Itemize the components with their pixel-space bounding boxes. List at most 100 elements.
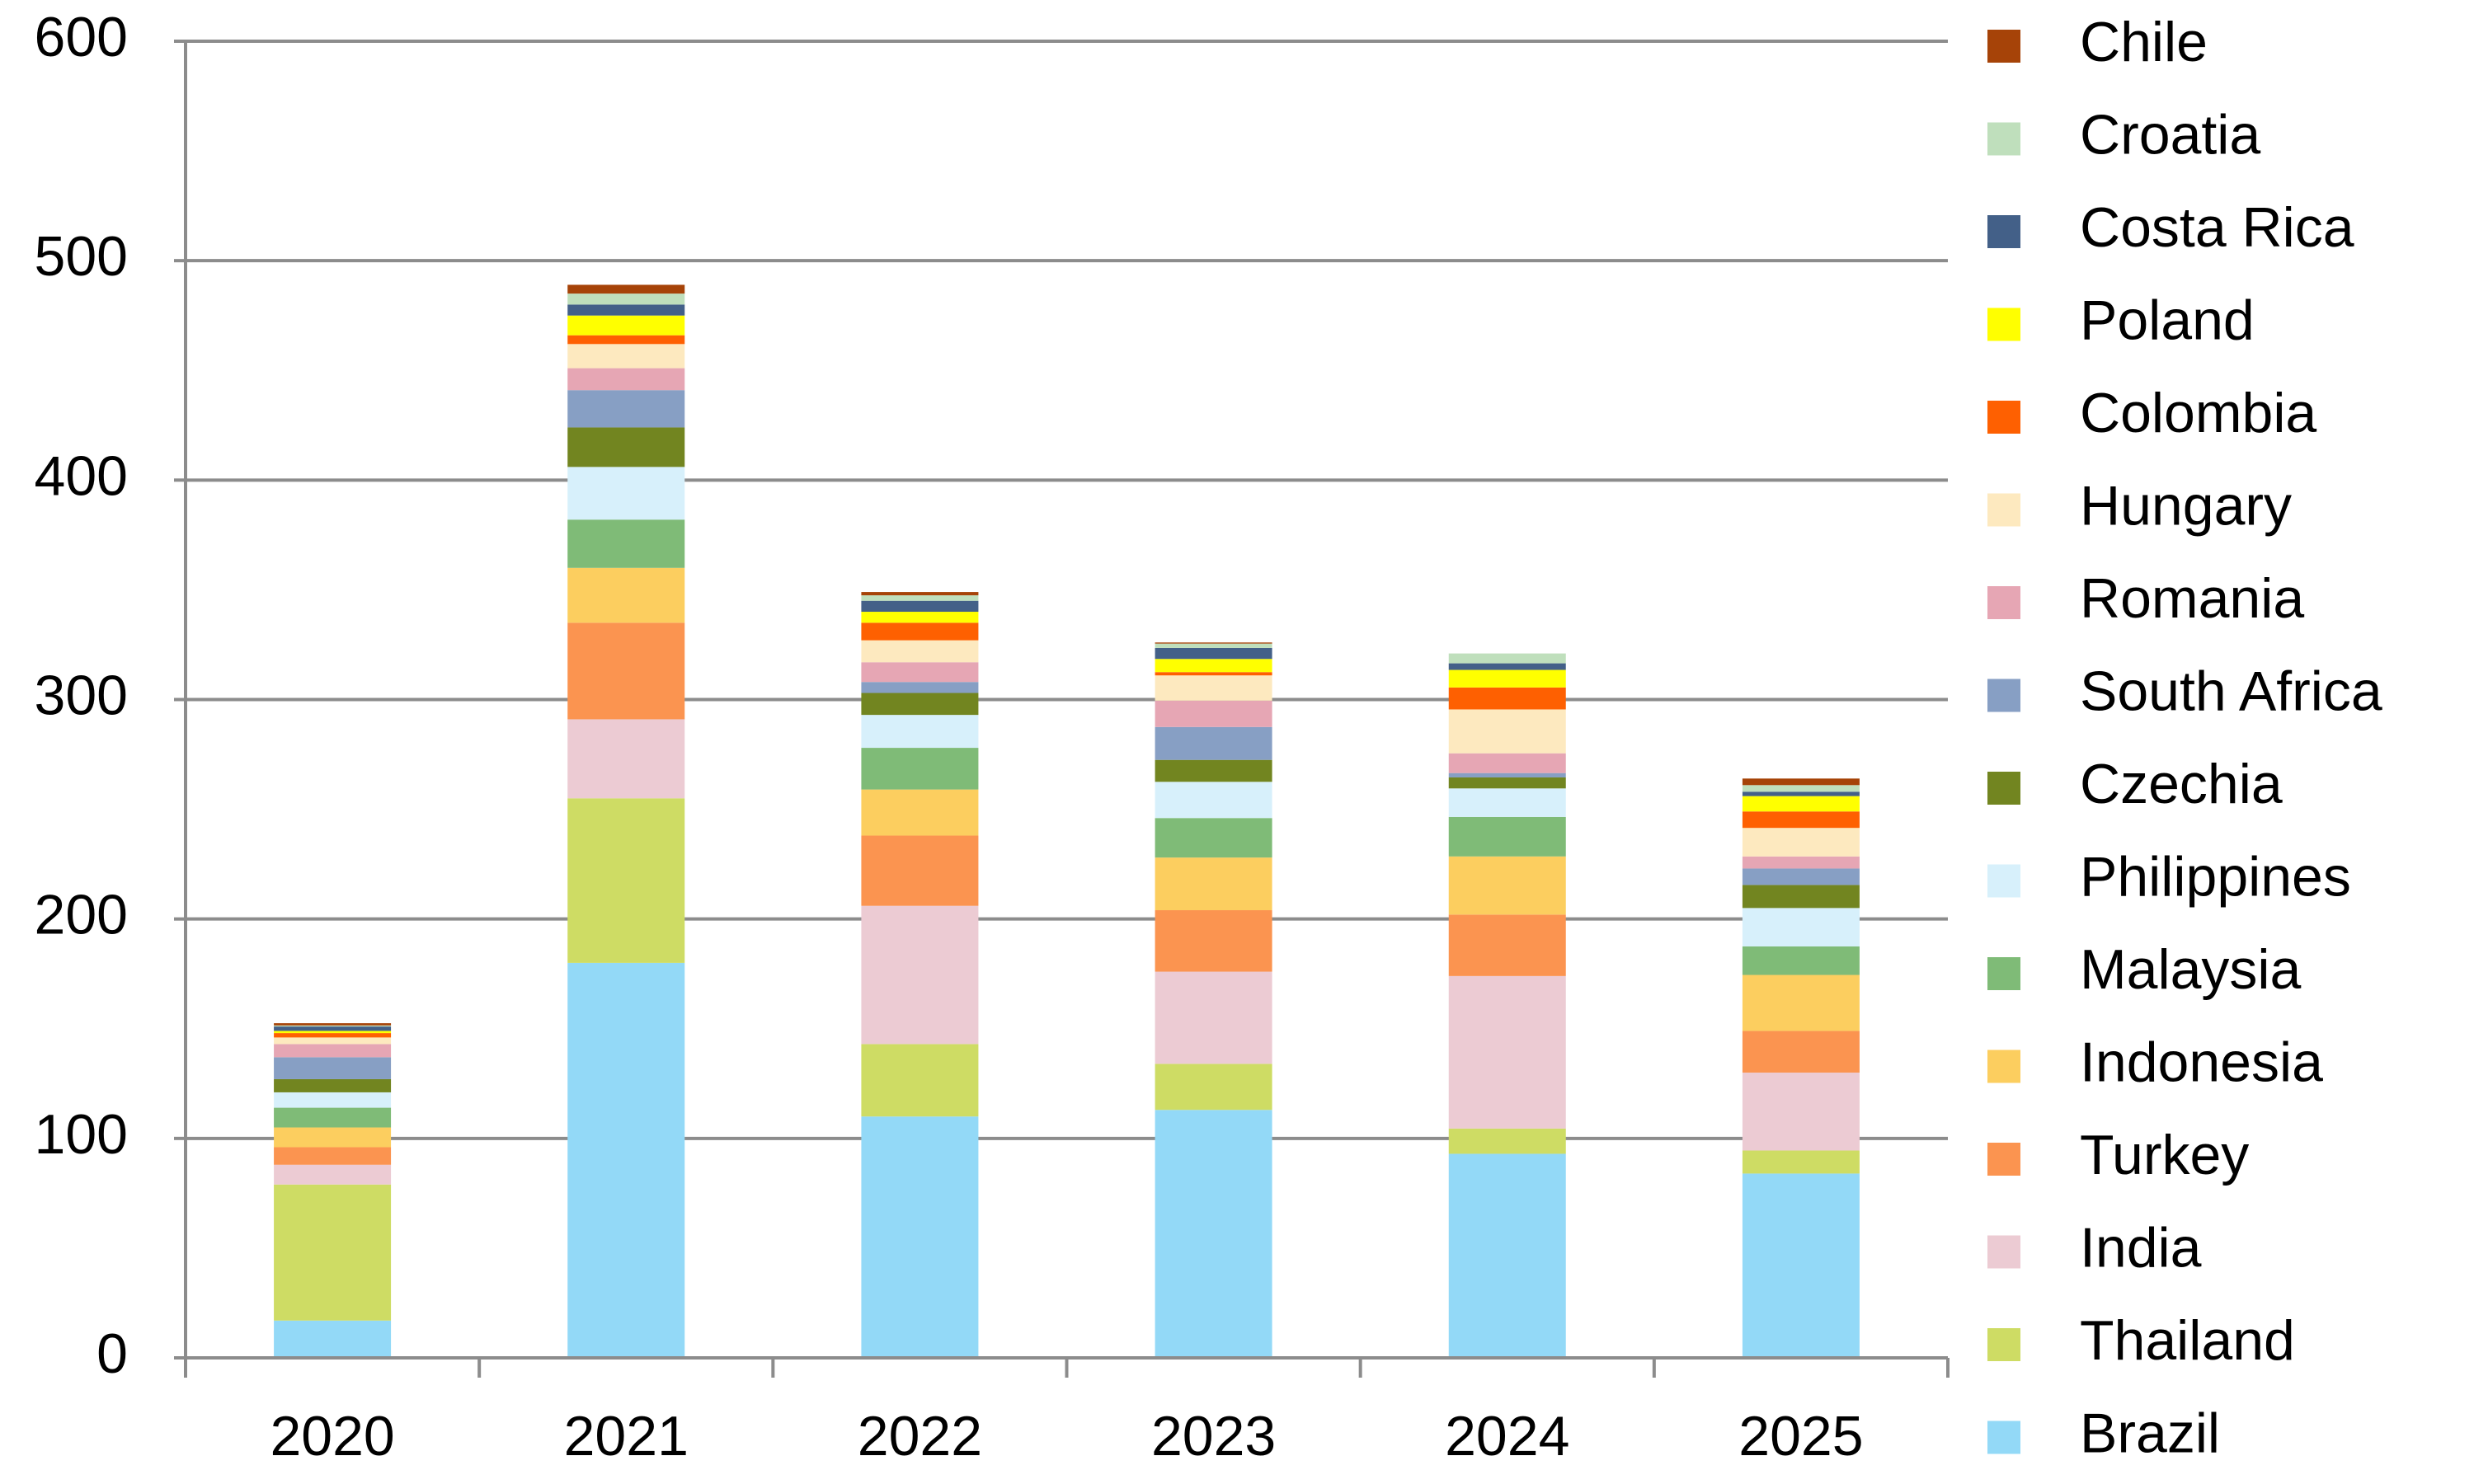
bar-segment — [1448, 753, 1566, 773]
bar-segment — [1742, 828, 1860, 857]
y-tick-label: 300 — [35, 664, 128, 726]
bar-segment — [1742, 1150, 1860, 1174]
bar-segment — [274, 1127, 392, 1148]
y-tick-label: 100 — [35, 1103, 128, 1166]
x-tick-label: 2021 — [564, 1405, 689, 1468]
bar-segment — [274, 1078, 392, 1092]
legend-label: Romania — [2080, 567, 2304, 630]
bar-segment — [861, 600, 979, 613]
bar-segment — [861, 1044, 979, 1117]
bar-segment — [1155, 782, 1272, 819]
bar-segment — [567, 962, 685, 1358]
bar-segment — [861, 662, 979, 683]
bar-segment — [861, 905, 979, 1045]
bar-segment — [861, 789, 979, 836]
legend-label: Malaysia — [2080, 938, 2301, 1001]
legend-label: Turkey — [2080, 1124, 2249, 1186]
legend-label: South Africa — [2080, 660, 2382, 722]
bar-segment — [1448, 777, 1566, 789]
y-tick-label: 400 — [35, 444, 128, 507]
bar-segment — [861, 640, 979, 663]
y-tick-label: 500 — [35, 225, 128, 288]
legend-swatch — [1987, 586, 2020, 619]
bar-segment — [1448, 663, 1566, 670]
bar-segment — [1742, 856, 1860, 869]
legend-label: Colombia — [2080, 382, 2316, 444]
x-tick-label: 2024 — [1445, 1405, 1569, 1468]
legend-swatch — [1987, 30, 2020, 63]
bar-segment — [567, 368, 685, 391]
legend-label: Croatia — [2080, 103, 2260, 166]
bar-segment — [274, 1092, 392, 1108]
bar-segment — [1155, 675, 1272, 701]
bar-segment — [1155, 818, 1272, 858]
bar-segment — [1155, 643, 1272, 648]
bar-segment — [1742, 1031, 1860, 1073]
legend-swatch — [1987, 1235, 2020, 1269]
bar-segment — [567, 284, 685, 294]
legend-swatch — [1987, 1050, 2020, 1083]
bar-segment — [1742, 946, 1860, 975]
bar-segment — [861, 682, 979, 693]
bar-segment — [1742, 868, 1860, 885]
bar-segment — [861, 612, 979, 623]
legend-label: Philippines — [2080, 845, 2351, 908]
bar-segment — [861, 835, 979, 906]
x-tick-label: 2025 — [1738, 1405, 1863, 1468]
bar-segment — [1448, 975, 1566, 1129]
bar-segment — [1448, 856, 1566, 915]
bar-segment — [1742, 811, 1860, 829]
legend-swatch — [1987, 679, 2020, 712]
legend-label: Thailand — [2080, 1309, 2295, 1372]
bar-segment — [1448, 653, 1566, 664]
bar-segment — [1742, 778, 1860, 786]
legend-label: Hungary — [2080, 474, 2292, 537]
bar-segment — [1448, 788, 1566, 817]
legend-label: Poland — [2080, 289, 2255, 351]
bar-segment — [1155, 1110, 1272, 1358]
bar-segment — [567, 390, 685, 428]
bar-segment — [274, 1164, 392, 1185]
y-tick-label: 600 — [35, 6, 128, 68]
bar-segment — [274, 1107, 392, 1128]
legend-swatch — [1987, 122, 2020, 156]
bar-segment — [567, 335, 685, 345]
bar-segment — [1155, 700, 1272, 727]
bar-segment — [1742, 908, 1860, 946]
legend-swatch — [1987, 215, 2020, 248]
bar-segment — [274, 1033, 392, 1038]
bar-segment — [567, 622, 685, 720]
legend-swatch — [1987, 957, 2020, 990]
legend-swatch — [1987, 864, 2020, 898]
legend-swatch — [1987, 308, 2020, 341]
bar-segment — [567, 294, 685, 305]
x-tick-label: 2023 — [1151, 1405, 1276, 1468]
bar-segment — [274, 1147, 392, 1165]
bar-segment — [1155, 659, 1272, 673]
bar-segment — [1448, 687, 1566, 710]
bar-segment — [1155, 759, 1272, 782]
legend-swatch — [1987, 772, 2020, 805]
legend-swatch — [1987, 1328, 2020, 1361]
bar-segment — [567, 467, 685, 520]
legend-label: Costa Rica — [2080, 196, 2354, 259]
bar-segment — [274, 1184, 392, 1321]
bar-segment — [567, 719, 685, 799]
bar-segment — [861, 622, 979, 641]
bar-segment — [1448, 709, 1566, 754]
legend-label: India — [2080, 1216, 2202, 1279]
bar-segment — [861, 1116, 979, 1358]
bar-segment — [274, 1023, 392, 1026]
x-tick-label: 2020 — [270, 1405, 394, 1468]
bar-segment — [567, 304, 685, 316]
bar-segment — [1742, 885, 1860, 909]
bar-segment — [567, 344, 685, 369]
legend-label: Czechia — [2080, 753, 2283, 815]
bar-segment — [1448, 1128, 1566, 1154]
bar-segment — [274, 1031, 392, 1034]
bar-segment — [567, 519, 685, 568]
bar-segment — [567, 798, 685, 963]
bar-segment — [861, 592, 979, 596]
bar-segment — [861, 748, 979, 790]
